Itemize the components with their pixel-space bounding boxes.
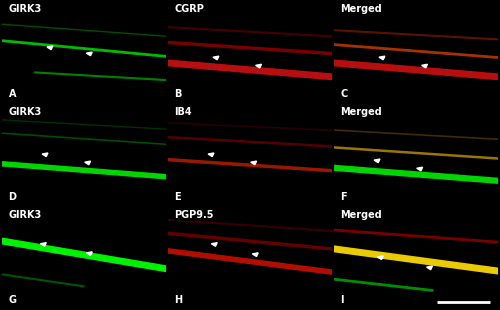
Text: D: D	[8, 192, 16, 202]
Text: Merged: Merged	[340, 107, 382, 117]
Polygon shape	[252, 253, 258, 256]
Text: GIRK3: GIRK3	[8, 4, 42, 14]
Polygon shape	[86, 52, 92, 56]
Text: H: H	[174, 295, 182, 305]
Polygon shape	[422, 64, 428, 68]
Text: GIRK3: GIRK3	[8, 210, 42, 220]
Polygon shape	[374, 159, 380, 163]
Polygon shape	[47, 46, 53, 50]
Text: IB4: IB4	[174, 107, 192, 117]
Polygon shape	[213, 56, 219, 60]
Text: E: E	[174, 192, 181, 202]
Polygon shape	[378, 256, 383, 259]
Text: C: C	[340, 89, 348, 99]
Polygon shape	[208, 153, 214, 157]
Polygon shape	[426, 266, 432, 270]
Polygon shape	[379, 56, 385, 60]
Text: I: I	[340, 295, 344, 305]
Text: Merged: Merged	[340, 210, 382, 220]
Polygon shape	[84, 161, 90, 165]
Text: A: A	[8, 89, 16, 99]
Text: F: F	[340, 192, 347, 202]
Text: G: G	[8, 295, 16, 305]
Polygon shape	[256, 64, 262, 68]
Text: GIRK3: GIRK3	[8, 107, 42, 117]
Text: Merged: Merged	[340, 4, 382, 14]
Polygon shape	[212, 243, 217, 246]
Text: CGRP: CGRP	[174, 4, 204, 14]
Polygon shape	[250, 161, 256, 165]
Polygon shape	[40, 243, 46, 246]
Polygon shape	[42, 153, 48, 157]
Polygon shape	[416, 167, 422, 171]
Text: B: B	[174, 89, 182, 99]
Text: PGP9.5: PGP9.5	[174, 210, 214, 220]
Polygon shape	[86, 252, 92, 255]
